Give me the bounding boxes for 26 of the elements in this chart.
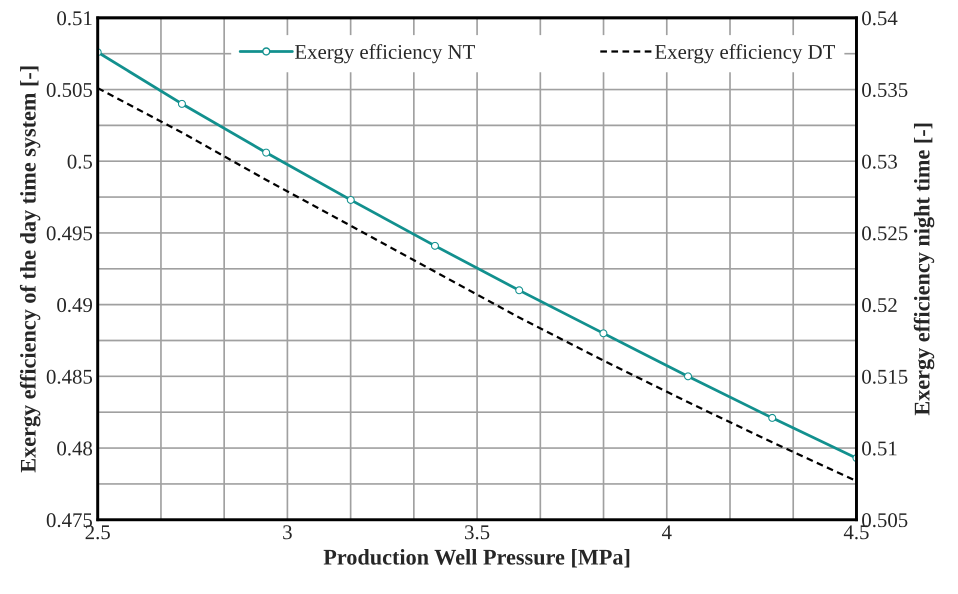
- y-tick-label: 0.505: [46, 82, 92, 98]
- x-axis-title: Production Well Pressure [MPa]: [324, 549, 630, 568]
- y-tick-label: 0.5: [68, 154, 92, 169]
- y-tick-label: 0.48: [57, 441, 92, 456]
- y2-axis-title: Exergy efficiency night time [-]: [914, 124, 934, 416]
- y-tick-label: 0.475: [46, 513, 92, 528]
- y2-tick-label: 0.515: [862, 370, 908, 384]
- y-tick-label: 0.495: [46, 226, 92, 240]
- legend-label: Exergy efficiency DT: [655, 44, 835, 64]
- x-tick-label: 4: [662, 525, 672, 540]
- y2-tick-label: 0.535: [862, 82, 908, 98]
- y-tick-label: 0.485: [46, 370, 92, 384]
- y-tick-label: 0.49: [57, 298, 92, 312]
- y2-tick-label: 0.505: [862, 513, 908, 528]
- y2-tick-label: 0.51: [862, 441, 897, 456]
- legend-label: Exergy efficiency NT: [294, 44, 475, 64]
- y2-tick-label: 0.52: [862, 298, 897, 312]
- y-axis-title: Exergy efficiency of the day time system [-]: [20, 66, 40, 472]
- y2-tick-label: 0.525: [862, 226, 908, 240]
- x-tick-label: 3: [283, 525, 292, 540]
- y2-tick-label: 0.54: [862, 11, 898, 26]
- x-tick-label: 2.5: [86, 525, 110, 540]
- x-tick-label: 3.5: [465, 525, 490, 540]
- x-tick-label: 4.5: [844, 525, 869, 540]
- y-tick-label: 0.51: [57, 11, 92, 26]
- y2-tick-label: 0.53: [862, 154, 897, 169]
